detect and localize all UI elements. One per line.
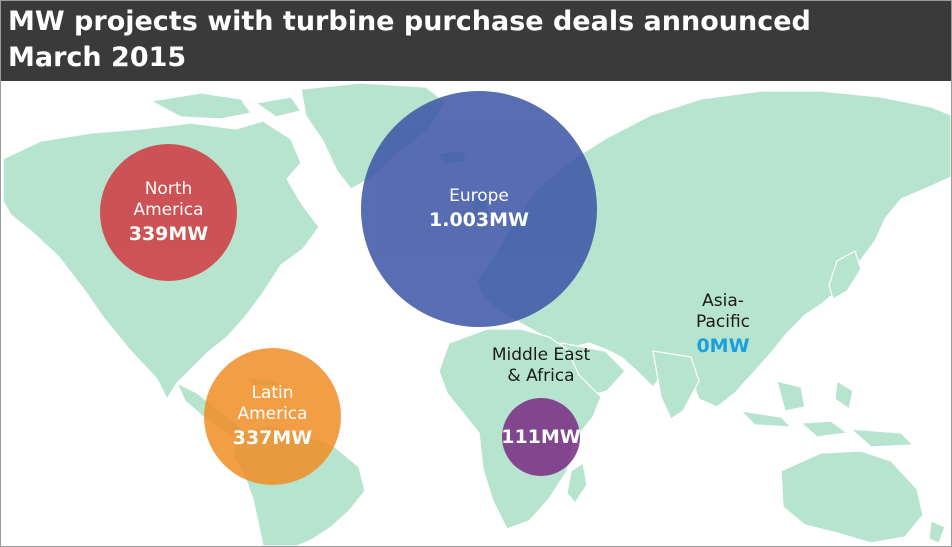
chart-date: March 2015 [8,42,187,73]
asia-pacific-name: Asia- [702,291,744,311]
middle-east-africa-label: Middle East & Africa [481,345,601,387]
india-landmass [652,350,700,420]
asia-pacific-value: 0MW [696,335,750,357]
asia-pacific-name-2: Pacific [695,312,751,332]
eurasia-landmass [476,90,951,408]
asia-pacific-label: Asia- Pacific 0MW [683,291,763,359]
north-america-name-2: America [133,199,204,220]
bubble-north-america: North America 339MW [100,144,237,281]
latin-america-value: 337MW [232,426,313,449]
north-america-value: 339MW [128,222,209,245]
chart-title: MW projects with turbine purchase deals … [8,6,811,37]
title-bar: MW projects with turbine purchase deals … [1,1,951,81]
latin-america-name: Latin [251,382,294,403]
arctic-islands [150,92,252,120]
bubble-middle-east-africa: 111MW [501,398,581,476]
bubble-europe: Europe 1.003MW [361,91,597,327]
australia-landmass [780,450,924,544]
europe-value: 1.003MW [429,208,529,231]
europe-name: Europe [449,185,509,206]
middle-east-africa-value: 111MW [501,426,581,448]
middle-east-africa-name-2: & Africa [507,366,575,386]
latin-america-name-2: America [237,403,308,424]
middle-east-africa-name: Middle East [491,345,591,365]
north-america-name: North [144,178,193,199]
bubble-latin-america: Latin America 337MW [204,348,341,485]
